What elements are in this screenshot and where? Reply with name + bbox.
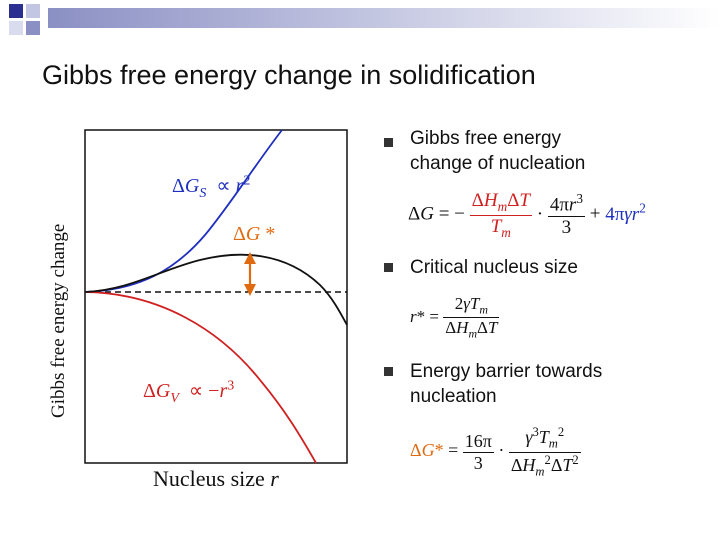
page-title: Gibbs free energy change in solidificati… [42, 60, 536, 90]
equation-energy-barrier: ΔG* = 16π 3 · γ3Tm2 ΔHm2ΔT2 [410, 425, 581, 479]
surface-term-label: ΔGS ∝ r2 [172, 173, 251, 201]
barrier-label: ΔG * [233, 223, 276, 245]
equation-gibbs-change: ΔG = − ΔHmΔT Tm · 4πr3 3 + 4πγr2 [408, 190, 646, 240]
header-decoration [9, 4, 720, 35]
y-axis-label: Gibbs free energy change [48, 223, 69, 418]
x-axis-label: Nucleus size r [153, 466, 279, 491]
equation-critical-radius: r* = 2γTm ΔHmΔT [410, 294, 500, 341]
bullet-text-1: Gibbs free energy change of nucleation [410, 128, 586, 174]
activation-barrier-arrow [244, 252, 256, 296]
volume-term-label: ΔGV ∝ −r3 [143, 378, 235, 406]
bullet-text-3: Energy barrier towards nucleation [410, 361, 603, 407]
bullet-marker-2 [384, 263, 393, 272]
plot-frame [84, 129, 348, 464]
surface-energy-curve [84, 129, 283, 293]
bullet-marker-1 [384, 138, 393, 147]
bullet-text-2: Critical nucleus size [410, 257, 578, 278]
bullet-marker-3 [384, 367, 393, 376]
volume-energy-curve [84, 291, 317, 464]
total-energy-curve [84, 253, 348, 326]
